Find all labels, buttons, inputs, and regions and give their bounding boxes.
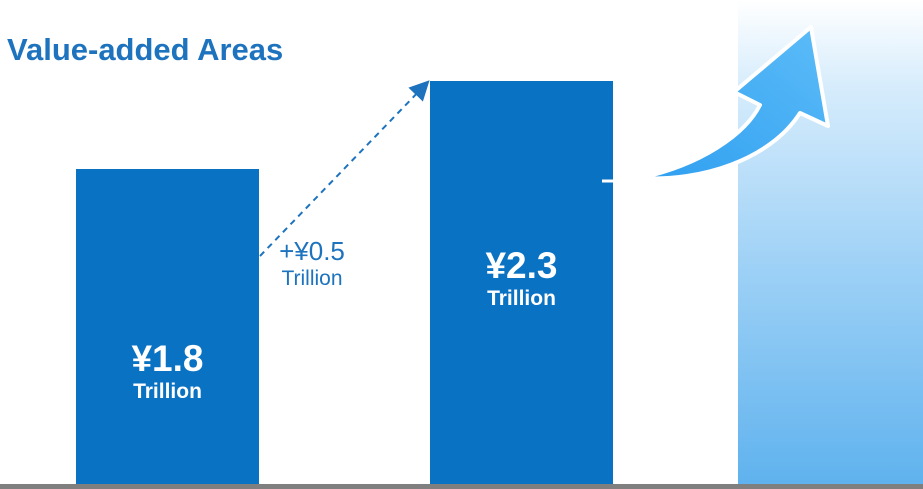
future-growth-arrow (638, 25, 830, 181)
bar-target-unit: Trillion (487, 287, 556, 310)
bar-target-value: ¥2.3 (485, 245, 558, 286)
chart-title: Value-added Areas (7, 32, 284, 67)
growth-value: +¥0.5 (279, 236, 345, 266)
bar-target: ¥2.3 Trillion (430, 81, 613, 484)
bar-current-unit: Trillion (133, 379, 202, 403)
chart-baseline (0, 484, 923, 489)
bar-current-label: ¥1.8 Trillion (76, 337, 259, 405)
growth-annotation: +¥0.5 Trillion (242, 236, 382, 291)
bar-current: ¥1.8 Trillion (76, 168, 259, 484)
bar-target-label: ¥2.3 Trillion (430, 246, 613, 312)
bar-current-value: ¥1.8 (131, 337, 204, 379)
growth-dashed-arrow (259, 80, 430, 257)
growth-unit: Trillion (281, 267, 343, 290)
